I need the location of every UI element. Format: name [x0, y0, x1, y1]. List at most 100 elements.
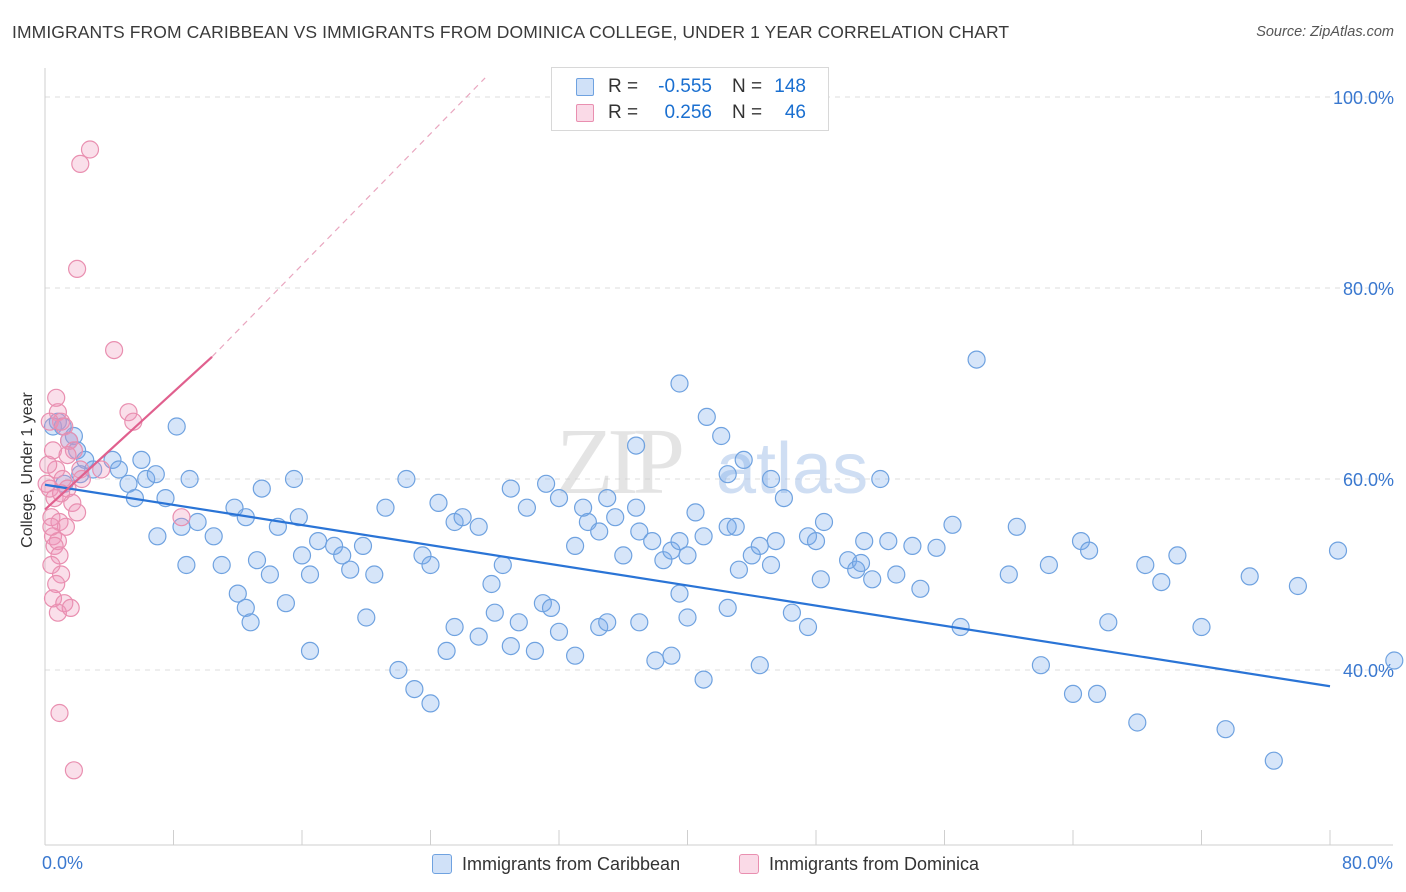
n-label: N =: [732, 76, 763, 97]
point-caribbean: [536, 474, 556, 493]
point-dominica: [55, 417, 74, 436]
point-caribbean: [148, 527, 167, 546]
point-caribbean: [670, 584, 689, 603]
point-dominica: [40, 412, 59, 431]
point-caribbean: [429, 493, 448, 512]
point-caribbean: [646, 651, 665, 670]
point-caribbean: [630, 522, 649, 541]
point-caribbean: [365, 565, 384, 584]
point-caribbean: [132, 450, 151, 469]
point-dominica: [59, 431, 79, 450]
legend-row-dominica: R = 0.256 N = 46: [576, 101, 806, 125]
y-tick-label: 100.0%: [1333, 88, 1394, 108]
chart-title: IMMIGRANTS FROM CARIBBEAN VS IMMIGRANTS …: [12, 22, 1010, 42]
n-value: 148: [774, 76, 806, 97]
point-dominica: [43, 441, 63, 460]
point-caribbean: [212, 555, 231, 575]
point-dominica: [45, 536, 64, 556]
point-caribbean: [493, 555, 512, 575]
point-caribbean: [806, 531, 826, 551]
r-label: R =: [608, 76, 639, 97]
point-dominica: [64, 761, 84, 780]
y-axis-label: College, Under 1 year: [19, 392, 36, 548]
point-caribbean: [678, 608, 697, 627]
point-caribbean: [879, 531, 898, 551]
point-caribbean: [598, 489, 617, 508]
point-caribbean: [967, 350, 986, 369]
point-dominica: [71, 154, 90, 173]
point-caribbean: [726, 517, 745, 536]
point-caribbean: [1128, 713, 1147, 732]
point-caribbean: [300, 641, 320, 661]
point-caribbean: [260, 565, 279, 584]
y-tick-label: 40.0%: [1343, 661, 1394, 681]
point-caribbean: [177, 555, 196, 575]
watermark-zip: ZIP: [556, 410, 682, 514]
correlation-legend: R = -0.555 N = 148 R = 0.256 N = 46: [551, 67, 829, 131]
point-caribbean: [292, 546, 312, 565]
series-caribbean: [43, 350, 1404, 770]
point-dominica: [42, 555, 61, 575]
point-caribbean: [109, 460, 129, 479]
point-caribbean: [1063, 684, 1083, 704]
x-tick-label-min: 0.0%: [42, 853, 83, 873]
point-caribbean: [1079, 541, 1099, 560]
point-caribbean: [289, 508, 308, 527]
point-caribbean: [630, 613, 649, 632]
point-caribbean: [798, 617, 818, 637]
n-value: 46: [784, 102, 806, 123]
point-caribbean: [137, 469, 156, 489]
point-caribbean: [903, 536, 922, 556]
point-caribbean: [241, 613, 260, 632]
point-caribbean: [734, 450, 753, 469]
point-caribbean: [766, 531, 785, 551]
point-caribbean: [943, 515, 962, 534]
point-caribbean: [590, 522, 609, 541]
r-label: R =: [608, 102, 639, 123]
point-caribbean: [911, 579, 930, 598]
point-caribbean: [333, 546, 352, 565]
r-value: -0.555: [658, 76, 712, 97]
point-caribbean: [357, 608, 376, 627]
point-caribbean: [353, 536, 373, 556]
point-caribbean: [309, 531, 328, 551]
point-caribbean: [750, 656, 769, 675]
point-caribbean: [814, 512, 834, 532]
point-caribbean: [573, 498, 593, 517]
point-caribbean: [1136, 555, 1155, 575]
point-caribbean: [712, 426, 731, 446]
point-caribbean: [863, 570, 882, 589]
trend-lines: [44, 77, 1331, 688]
point-caribbean: [453, 508, 472, 527]
point-dominica: [39, 455, 58, 474]
legend-item-dominica: Immigrants from Dominica: [739, 852, 979, 876]
series-dominica: [37, 140, 191, 780]
watermark: ZIP atlas: [556, 410, 868, 514]
point-caribbean: [1039, 555, 1059, 575]
point-caribbean: [180, 469, 199, 489]
point-caribbean: [204, 527, 223, 546]
x-tick-label-max: 80.0%: [1342, 853, 1393, 873]
point-caribbean: [750, 536, 769, 556]
point-caribbean: [517, 498, 537, 517]
point-caribbean: [782, 603, 802, 622]
point-dominica: [72, 469, 92, 489]
point-caribbean: [276, 594, 295, 613]
point-caribbean: [1240, 567, 1259, 586]
point-caribbean: [1264, 751, 1283, 770]
point-dominica: [104, 341, 124, 360]
point-dominica: [47, 574, 66, 594]
point-caribbean: [565, 536, 585, 556]
point-caribbean: [167, 417, 186, 436]
point-dominica: [56, 517, 76, 536]
point-caribbean: [469, 517, 488, 536]
point-caribbean: [774, 489, 794, 508]
point-dominica: [80, 140, 100, 159]
point-caribbean: [549, 489, 569, 508]
point-caribbean: [469, 627, 488, 646]
point-caribbean: [437, 641, 456, 661]
legend-label-dominica: Immigrants from Dominica: [769, 853, 980, 874]
y-tick-label: 80.0%: [1343, 279, 1394, 299]
point-dominica: [58, 446, 77, 465]
point-caribbean: [811, 570, 830, 589]
